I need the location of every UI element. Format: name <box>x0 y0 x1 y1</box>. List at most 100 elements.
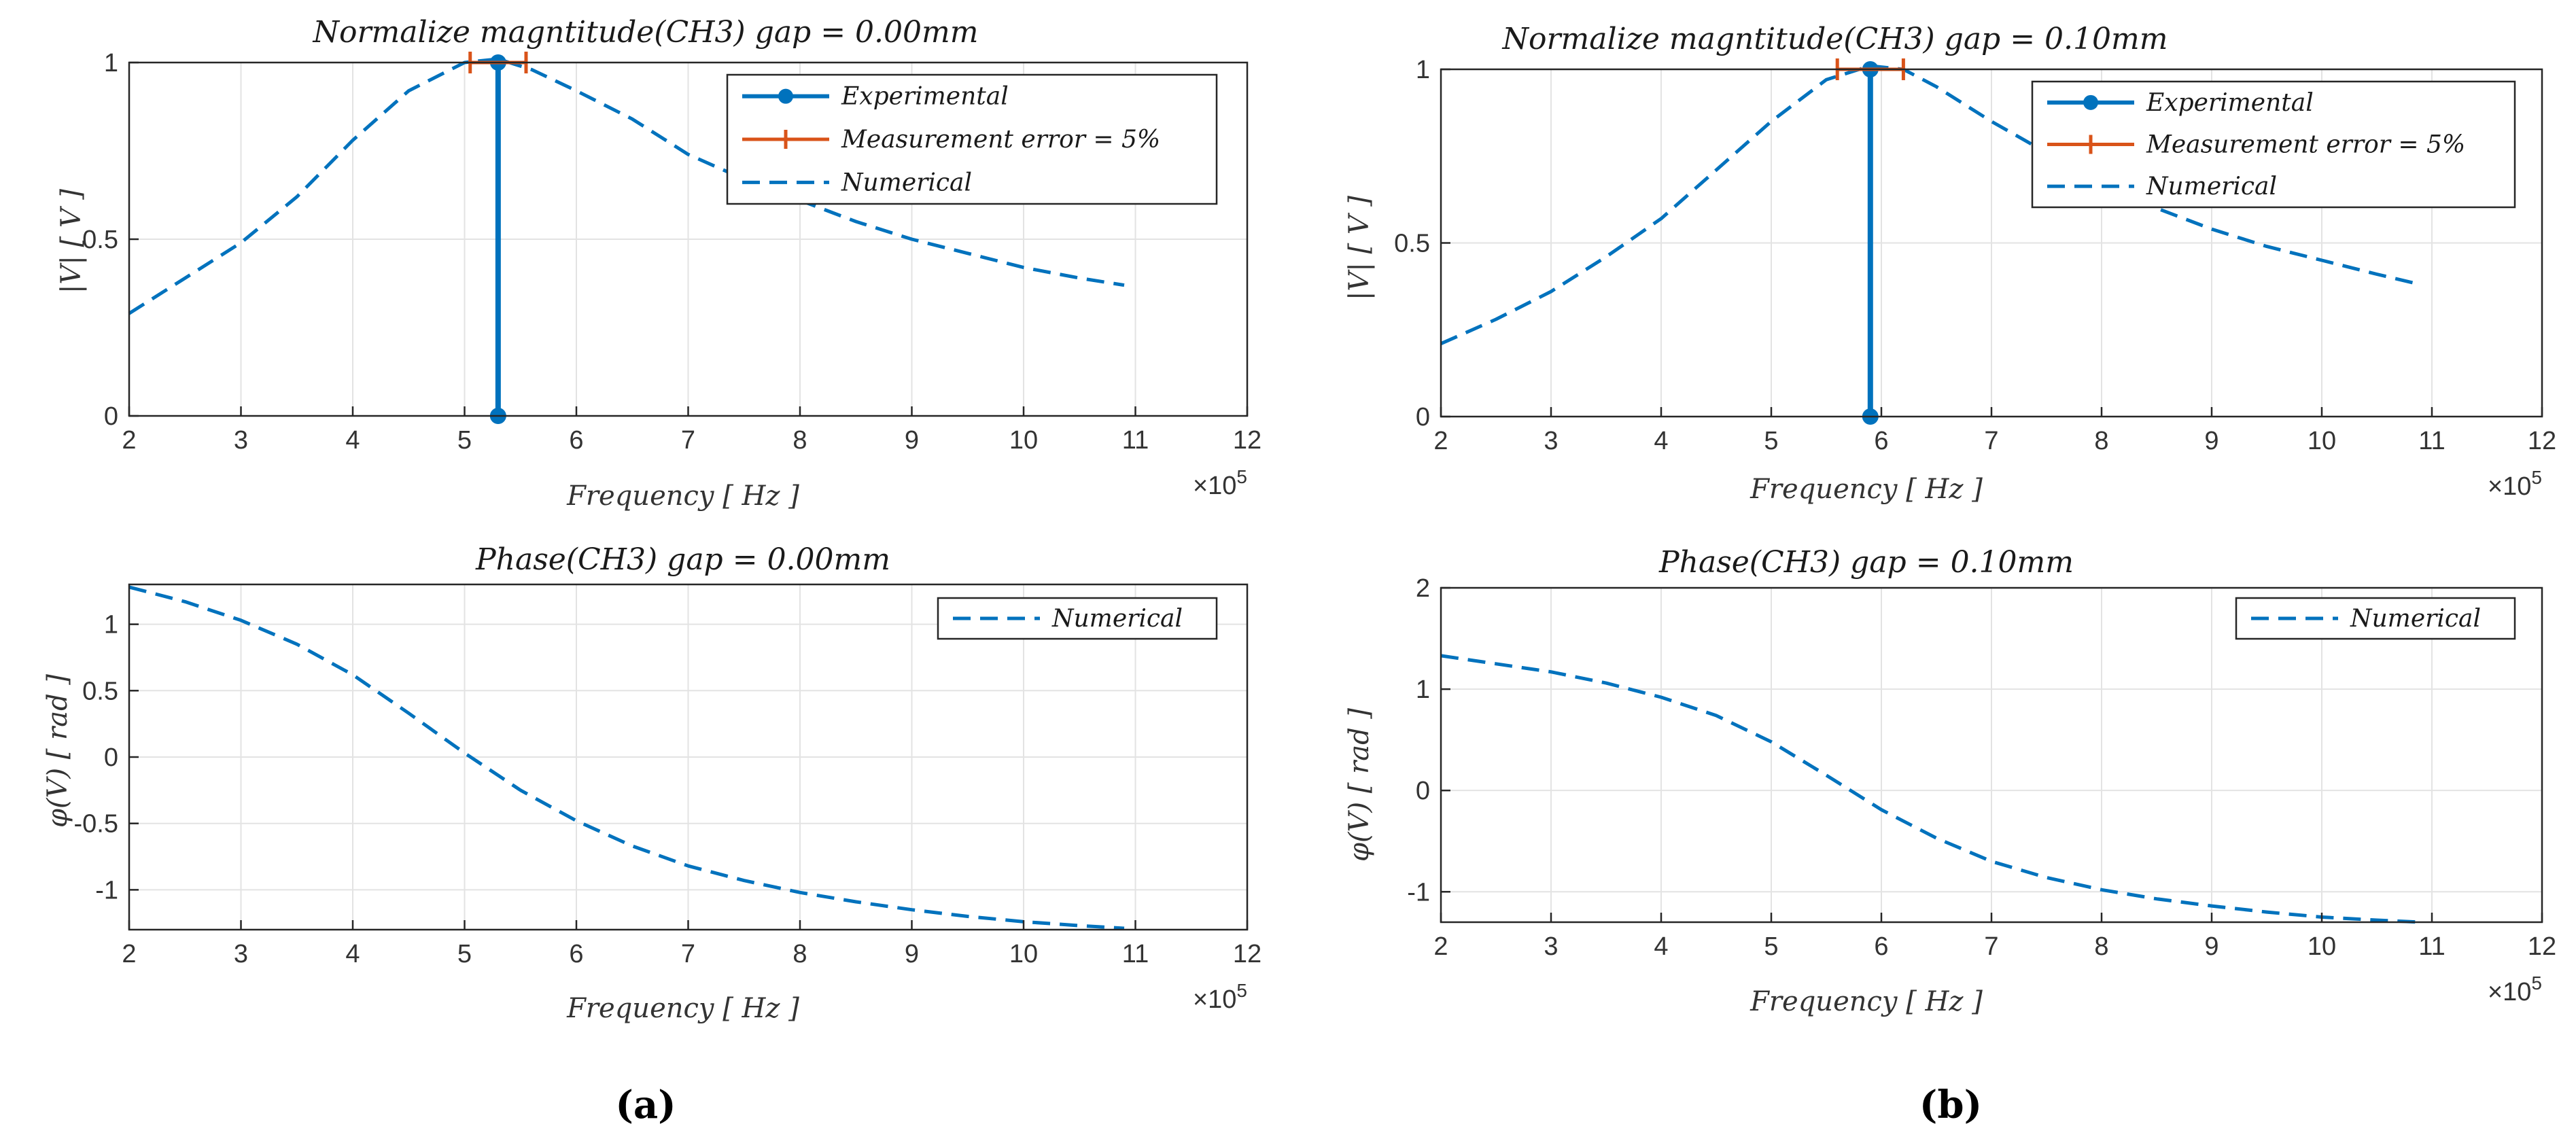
x-tick-label: 4 <box>345 426 360 455</box>
x-tick-label: 6 <box>1874 932 1888 961</box>
x-tick-label: 12 <box>1233 940 1261 968</box>
x-tick-label: 3 <box>234 940 248 968</box>
x-tick-label: 12 <box>1233 426 1261 455</box>
x-tick-label: 7 <box>681 426 695 455</box>
x-tick-label: 11 <box>1122 426 1149 455</box>
y-tick-label: 1 <box>104 611 118 639</box>
series-line-numerical <box>128 57 1125 315</box>
legend: Experimental Measurement error = 5% Numeri… <box>2031 80 2516 209</box>
panel-b-phase: Phase(CH3) gap = 0.10mm 2 3 4 5 6 7 8 9 10 11 12-1… <box>1344 545 2556 1017</box>
legend-label: Numerical <box>1051 605 1183 633</box>
y-axis-label: |V| [ V ] <box>1344 196 1375 300</box>
panel-a-phase: Phase(CH3) gap = 0.00mm 2 3 4 5 6 7 8 9 10 11 12-1… <box>42 542 1261 1024</box>
chart-title: Phase(CH3) gap = 0.10mm <box>1658 545 2074 580</box>
legend-label: Numerical <box>2146 173 2277 200</box>
x-tick-label: 8 <box>793 426 807 455</box>
y-tick-label: 0 <box>104 743 118 772</box>
chart-title: Normalize magntitude(CH3) gap = 0.00mm <box>313 15 979 50</box>
legend-marker-experimental <box>2083 94 2098 110</box>
plot-mag-a: 2 3 4 5 6 7 8 9 10 11 12 0 0.5 1 ×105 Experimental Measu… <box>82 49 1261 500</box>
x-tick-label: 5 <box>1764 932 1778 961</box>
x-tick-label: 10 <box>2308 932 2336 961</box>
legend: Numerical <box>2235 597 2516 640</box>
y-tick-label: 2 <box>1416 574 1430 603</box>
x-tick-label: 2 <box>1433 932 1448 961</box>
x-tick-label: 6 <box>569 426 583 455</box>
series-line-numerical <box>1440 64 2422 345</box>
x-tick-label: 10 <box>1009 940 1038 968</box>
legend: Experimental Measurement error = 5% Numeri… <box>726 73 1218 205</box>
x-exponent-label: ×105 <box>1193 466 1247 500</box>
plot-phase-a: 2 3 4 5 6 7 8 9 10 11 12 -1 -0.5 0 0.5 1 ×105 Numerical <box>74 583 1261 1014</box>
x-axis-label: Frequency [ Hz ] <box>1750 474 1983 505</box>
x-tick-label: 5 <box>457 426 472 455</box>
x-axis-label: Frequency [ Hz ] <box>566 993 799 1024</box>
x-tick-label: 4 <box>1654 427 1668 455</box>
y-tick-label: 0 <box>1416 403 1430 432</box>
x-tick-label: 2 <box>1433 427 1448 455</box>
x-tick-label: 4 <box>345 940 360 968</box>
x-tick-label: 8 <box>2094 932 2108 961</box>
y-tick-label: 1 <box>1416 56 1430 84</box>
x-tick-label: 12 <box>2528 427 2556 455</box>
x-tick-label: 2 <box>122 940 136 968</box>
y-axis-label: |V| [ V ] <box>56 189 87 294</box>
x-exponent-label: ×105 <box>1193 980 1247 1014</box>
x-tick-label: 6 <box>1874 427 1888 455</box>
x-tick-label: 9 <box>905 426 919 455</box>
chart-title: Phase(CH3) gap = 0.00mm <box>475 542 890 577</box>
plot-mag-b: 2 3 4 5 6 7 8 9 10 11 12 0 0.5 1 ×105 Experimental Measu… <box>1394 56 2556 501</box>
x-tick-label: 8 <box>2094 427 2108 455</box>
x-tick-label: 9 <box>2204 427 2218 455</box>
y-axis-label: φ(V) [ rad ] <box>42 674 73 828</box>
y-axis-label: φ(V) [ rad ] <box>1344 708 1375 862</box>
legend-label: Measurement error = 5% <box>841 126 1160 154</box>
x-tick-label: 8 <box>793 940 807 968</box>
x-tick-label: 3 <box>234 426 248 455</box>
y-tick-label: -1 <box>95 876 118 905</box>
x-exponent-label: ×105 <box>2488 467 2542 501</box>
x-tick-label: 10 <box>2308 427 2336 455</box>
legend: Numerical <box>937 597 1218 640</box>
series-line-numerical <box>1440 654 2421 924</box>
legend-label: Experimental <box>2146 89 2314 117</box>
x-tick-label: 3 <box>1544 932 1558 961</box>
x-axis-label: Frequency [ Hz ] <box>1750 986 1983 1017</box>
x-tick-label: 5 <box>1764 427 1778 455</box>
y-tick-label: 0 <box>1416 777 1430 805</box>
panel-b-magnitude: Normalize magntitude(CH3) gap = 0.10mm 2… <box>1344 22 2556 505</box>
y-tick-label: 0.5 <box>82 226 118 254</box>
legend-label: Numerical <box>2350 605 2481 633</box>
x-tick-label: 11 <box>2418 932 2445 961</box>
y-tick-label: 0 <box>104 402 118 431</box>
legend-label: Experimental <box>841 83 1009 111</box>
x-exponent-label: ×105 <box>2488 972 2542 1006</box>
panel-a-magnitude: Normalize magntitude(CH3) gap = 0.00mm 2… <box>56 15 1261 512</box>
panel-label-b: (b) <box>1919 1083 1982 1127</box>
y-tick-label: -0.5 <box>74 810 118 839</box>
x-tick-label: 9 <box>905 940 919 968</box>
x-axis-label: Frequency [ Hz ] <box>566 480 799 512</box>
x-tick-label: 9 <box>2204 932 2218 961</box>
y-tick-label: 0.5 <box>1394 230 1430 258</box>
x-tick-label: 11 <box>1122 940 1149 968</box>
x-tick-label: 2 <box>122 426 136 455</box>
y-tick-label: 0.5 <box>82 677 118 705</box>
x-tick-label: 10 <box>1009 426 1038 455</box>
x-tick-label: 4 <box>1654 932 1668 961</box>
legend-marker-experimental <box>778 88 793 104</box>
y-tick-label: -1 <box>1407 878 1430 907</box>
x-tick-label: 6 <box>569 940 583 968</box>
x-tick-label: 7 <box>681 940 695 968</box>
x-tick-label: 5 <box>457 940 472 968</box>
chart-title: Normalize magntitude(CH3) gap = 0.10mm <box>1502 22 2168 56</box>
x-tick-label: 12 <box>2528 932 2556 961</box>
series-line-numerical <box>128 585 1125 930</box>
legend-label: Measurement error = 5% <box>2146 131 2465 159</box>
y-tick-label: 1 <box>104 49 118 77</box>
x-tick-label: 7 <box>1984 427 1998 455</box>
x-tick-label: 11 <box>2418 427 2445 455</box>
y-tick-label: 1 <box>1416 675 1430 704</box>
